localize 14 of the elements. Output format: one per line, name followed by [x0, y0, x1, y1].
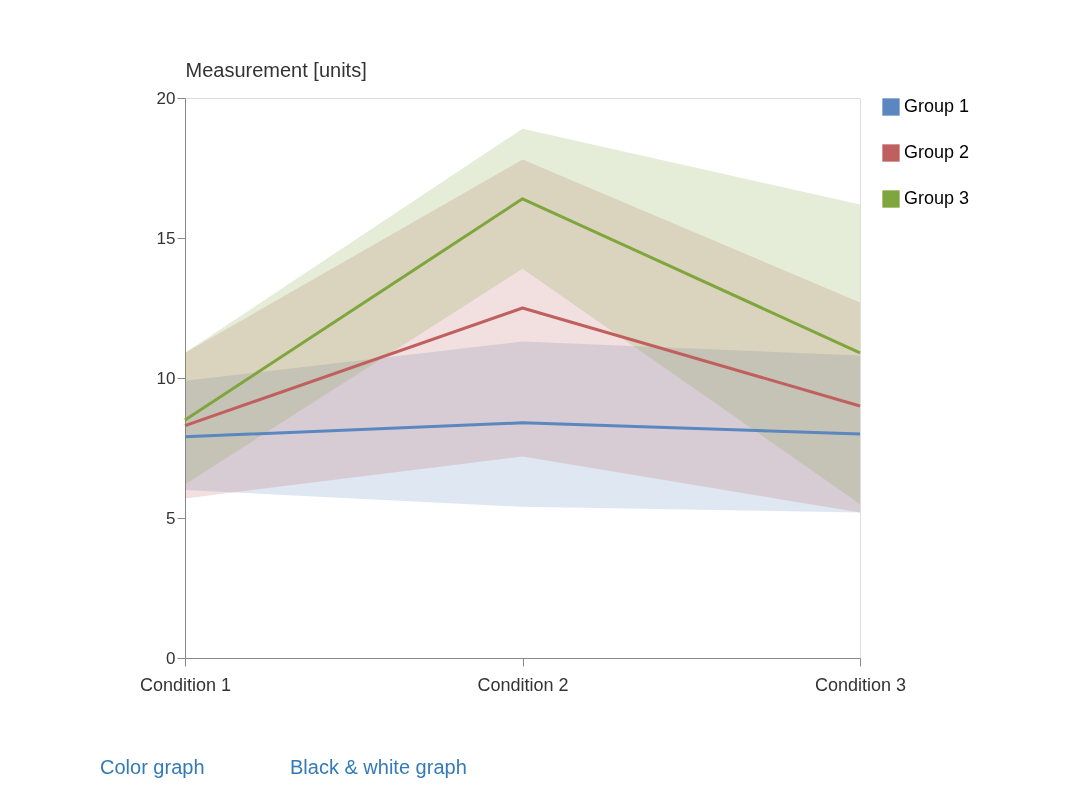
legend-label: Group 2: [904, 142, 970, 162]
y-tick-label: 10: [156, 368, 176, 388]
text: Black & white graph: [290, 756, 467, 778]
y-axis-title: Measurement [units]: [185, 58, 367, 81]
y-tick-label: 15: [156, 228, 176, 248]
legend-label: Group 1: [904, 96, 970, 116]
y-tick-label: 5: [166, 508, 176, 528]
text: Color graph: [100, 756, 205, 778]
x-tick-label: Condition 1: [139, 674, 232, 695]
legend-label: Group 3: [904, 188, 970, 208]
x-tick-label: Condition 2: [477, 674, 569, 695]
x-tick-label: Condition 3: [814, 674, 907, 695]
y-tick-label: 20: [156, 88, 176, 108]
y-tick-label: 0: [166, 648, 176, 668]
